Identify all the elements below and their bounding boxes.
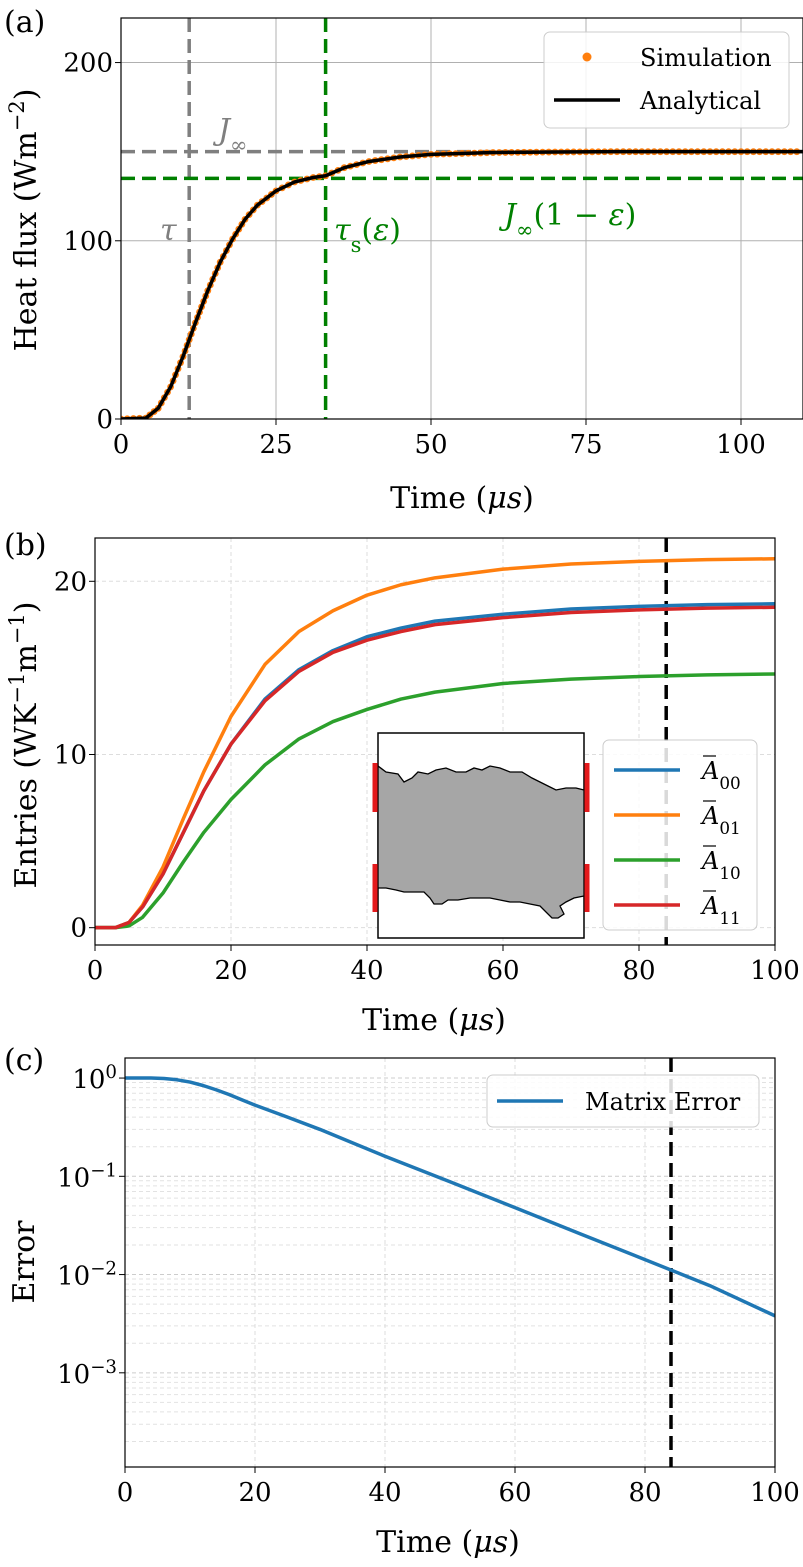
- legend: Matrix Error: [486, 1074, 760, 1128]
- x-tick-label: 40: [350, 956, 383, 986]
- x-tick-label: 0: [87, 956, 104, 986]
- x-tick-label: 80: [622, 956, 655, 986]
- legend-box: [602, 739, 758, 931]
- x-tick-label: 100: [750, 1478, 800, 1508]
- x-tick-label: 20: [238, 1478, 271, 1508]
- plot-frame: [124, 1057, 776, 1468]
- legend-marker-simulation: [582, 52, 592, 62]
- series-line-Ā11: [95, 605, 775, 930]
- series: [95, 557, 775, 930]
- x-tick-label: 100: [750, 956, 800, 986]
- x-tick-label: 60: [486, 956, 519, 986]
- y-tick-label: 200: [63, 49, 113, 79]
- legend-box: [543, 31, 790, 129]
- inset-shape: [377, 764, 585, 919]
- panel-label-c: (c): [4, 1043, 44, 1078]
- legend-label: A00: [700, 757, 741, 793]
- x-axis-label: Time (μs): [376, 1525, 520, 1560]
- series-line-Matrix Error: [125, 1076, 775, 1318]
- legend-label-simulation: Simulation: [640, 44, 772, 72]
- panel-label-a: (a): [4, 5, 45, 40]
- y-axis-label: Heat flux (Wm−2): [5, 89, 44, 352]
- x-axis-label: Time (μs): [390, 481, 534, 516]
- y-tick-label: 10−2: [57, 1258, 117, 1292]
- legend: A00 A01 A10 A11: [602, 739, 758, 931]
- panel-c: 0 20 40 60 80 100 100 10−1 10−2 10−3 (c) Error Time …: [4, 1043, 800, 1560]
- panel-a: 0 25 50 75 100 0 100 200 (a) Heat flux (Wm−2) Time…: [4, 5, 803, 516]
- y-axis-label: Error: [7, 1220, 42, 1304]
- y-tick-label: 20: [54, 567, 87, 597]
- y-tick-label: 0: [70, 914, 87, 944]
- x-tick-label: 40: [368, 1478, 401, 1508]
- x-tick-label: 20: [214, 956, 247, 986]
- x-tick-label: 0: [113, 430, 130, 460]
- legend-label-matrix-error: Matrix Error: [585, 1088, 741, 1116]
- legend-box: [486, 1074, 760, 1128]
- x-tick-label: 100: [716, 430, 766, 460]
- legend: Simulation Analytical: [543, 31, 790, 129]
- y-axis-label: Entries (WK−1m−1): [5, 602, 44, 889]
- x-tick-label: 25: [259, 430, 292, 460]
- panel-label-b: (b): [4, 528, 47, 563]
- series: [125, 1076, 775, 1318]
- x-tick-label: 75: [569, 430, 602, 460]
- inset-geometry: [372, 732, 590, 939]
- annotation-j-inf-eps: J∞(1 − ε): [498, 198, 636, 242]
- legend-label: A01: [700, 802, 741, 838]
- y-tick-label: 10−3: [57, 1356, 117, 1390]
- legend-label: A10: [700, 847, 741, 883]
- annotation-tau-s: τs(ε): [334, 213, 401, 257]
- y-tick-label: 0: [96, 405, 113, 435]
- y-tick-label: 100: [63, 227, 113, 257]
- legend-label-analytical: Analytical: [639, 87, 761, 115]
- legend-label: A11: [700, 892, 741, 928]
- y-tick-label: 10: [54, 740, 87, 770]
- plot-frame: [94, 537, 776, 946]
- plot-frame: [120, 17, 803, 420]
- y-tick-label: 10−1: [57, 1160, 117, 1194]
- series-line-Analytical: [121, 149, 803, 419]
- y-tick-label: 100: [72, 1062, 117, 1096]
- x-tick-label: 80: [628, 1478, 661, 1508]
- x-tick-label: 0: [117, 1478, 134, 1508]
- annotation-tau: τ: [160, 213, 177, 248]
- series: [121, 148, 803, 419]
- x-tick-label: 50: [414, 430, 447, 460]
- x-axis-label: Time (μs): [362, 1003, 506, 1038]
- x-tick-label: 60: [498, 1478, 531, 1508]
- series-line-Ā10: [95, 672, 775, 930]
